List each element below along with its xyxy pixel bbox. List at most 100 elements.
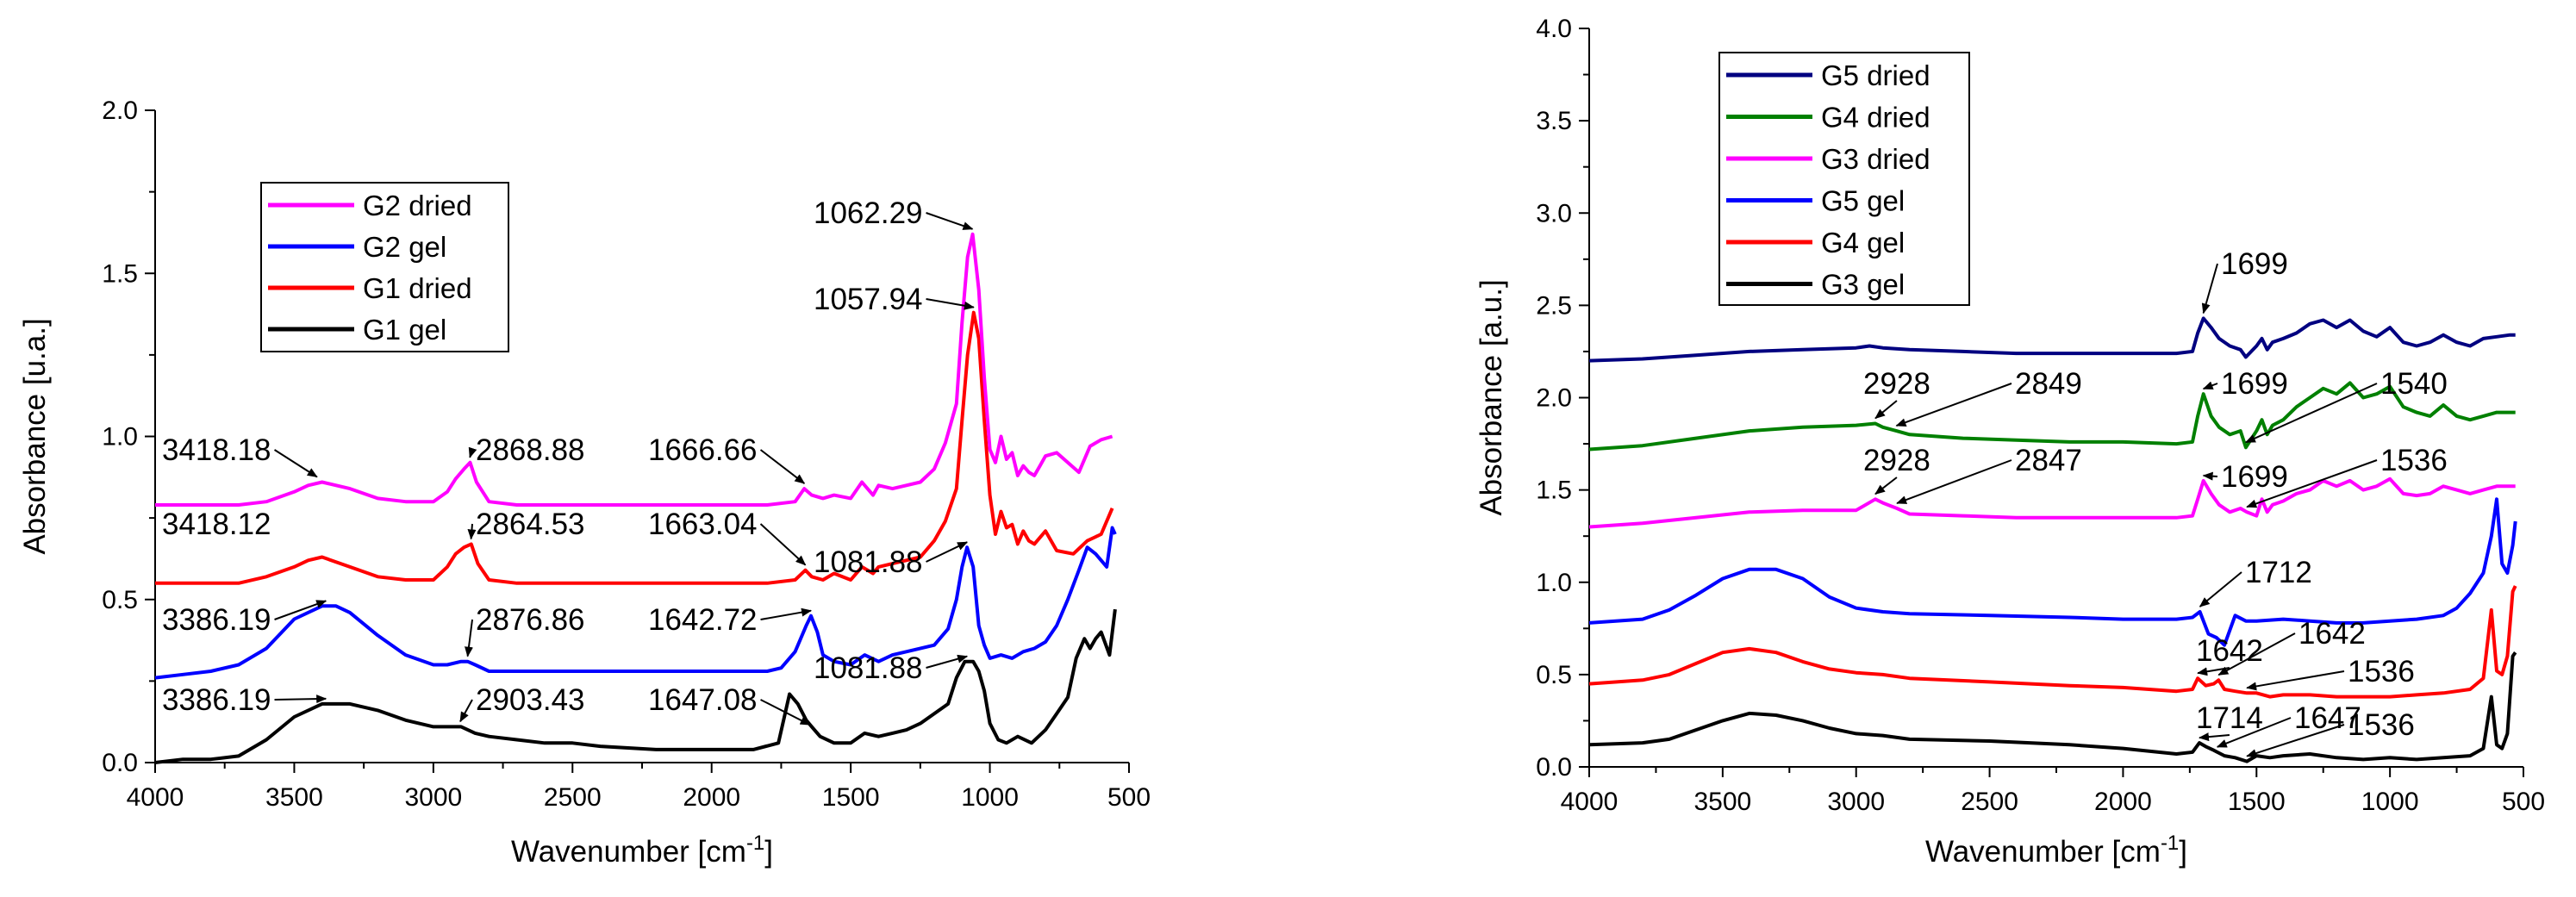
peak-label: 1699	[2221, 460, 2288, 494]
y-tick-label: 2.0	[1536, 384, 1572, 413]
peak-label: 1699	[2221, 247, 2288, 281]
series-line-g5-gel	[1588, 497, 2517, 647]
x-tick-label: 3500	[265, 783, 323, 812]
peak-label: 1536	[2348, 708, 2415, 742]
legend-label: G5 gel	[1821, 185, 1905, 217]
y-axis-title: Absorbance [a.u.]	[1475, 279, 1508, 515]
peak-label: 3386.19	[162, 603, 271, 637]
peak-label: 3418.12	[162, 508, 271, 541]
peak-label: 1081.88	[814, 545, 923, 579]
peak-label: 2903.43	[476, 683, 585, 717]
series-line-g3-dried	[1588, 477, 2516, 529]
series-line-g4-gel	[1588, 585, 2517, 699]
y-tick-label: 2.5	[1536, 291, 1572, 320]
legend-label: G4 gel	[1821, 227, 1905, 259]
peak-arrow	[759, 523, 807, 566]
peak-arrow	[459, 699, 473, 723]
peak-label: 1642	[2196, 634, 2263, 668]
x-tick-label: 3000	[1827, 788, 1885, 816]
peak-label: 2876.86	[476, 603, 585, 637]
peak-label: 1712	[2245, 556, 2312, 589]
x-tick-label: 500	[1107, 783, 1151, 812]
y-axis-title: Absorbance [u.a.]	[18, 318, 52, 554]
x-tick-label: 1500	[822, 783, 880, 812]
y-tick-label: 0.5	[1536, 661, 1572, 689]
peak-label: 1062.29	[814, 196, 923, 230]
peak-arrow	[2217, 632, 2296, 676]
peak-arrow	[926, 298, 975, 310]
peak-label: 2868.88	[476, 433, 585, 467]
series-line-g5-dried	[1588, 316, 2516, 363]
legend-box	[260, 182, 509, 352]
peak-arrow	[1895, 383, 2012, 427]
peak-arrow	[1874, 400, 1898, 420]
y-tick-label: 2.0	[102, 97, 138, 125]
peak-label: 2928	[1863, 367, 1930, 401]
legend-label: G2 dried	[363, 190, 472, 221]
y-tick-label: 3.5	[1536, 107, 1572, 135]
peak-arrow	[2202, 471, 2218, 481]
peak-arrow	[274, 600, 327, 620]
peak-label: 2864.53	[476, 508, 585, 541]
peak-arrow	[926, 654, 969, 669]
y-tick-label: 1.5	[102, 259, 138, 288]
peak-arrow	[1874, 477, 1898, 495]
x-tick-label: 3000	[404, 783, 462, 812]
series-line-g2-gel	[154, 526, 1117, 680]
peak-label: 1057.94	[814, 283, 923, 316]
peak-label: 3418.18	[162, 433, 271, 467]
peak-arrow	[273, 449, 318, 478]
peak-arrow	[468, 446, 477, 458]
peak-arrow	[1896, 459, 2012, 504]
series-line-g1-dried	[155, 310, 1114, 585]
peak-label: 1647.08	[648, 683, 758, 717]
peak-arrow	[2244, 383, 2378, 444]
x-tick-label: 1500	[2228, 788, 2286, 816]
legend-label: G3 gel	[1821, 269, 1905, 301]
x-tick-label: 3500	[1693, 788, 1751, 816]
y-tick-label: 3.0	[1536, 199, 1572, 227]
peak-arrow	[926, 541, 969, 563]
x-tick-label: 1000	[2361, 788, 2419, 816]
x-tick-label: 500	[2502, 788, 2545, 816]
peak-arrow	[2246, 459, 2378, 508]
peak-arrow	[467, 523, 477, 540]
peak-arrow	[2199, 571, 2242, 607]
legend-label: G4 dried	[1821, 102, 1930, 134]
peak-arrow	[2246, 724, 2345, 757]
peak-label: 1642	[2298, 617, 2366, 651]
legend-label: G3 dried	[1821, 143, 1930, 175]
peak-label: 1642.72	[648, 603, 758, 637]
peak-label: 1536	[2380, 444, 2448, 477]
peak-label: 1081.88	[814, 651, 923, 685]
peak-arrow	[760, 699, 811, 726]
series-line-g1-gel	[154, 608, 1117, 764]
peak-arrow	[274, 695, 327, 704]
series-line-g2-dried	[155, 232, 1113, 507]
peak-label: 1714	[2196, 701, 2263, 735]
x-tick-label: 2000	[683, 783, 740, 812]
peak-label: 2847	[2015, 444, 2082, 477]
series-line-g3-gel	[1588, 651, 2517, 763]
peak-arrow	[759, 449, 806, 484]
right-chart-panel: 4000 3500 3000 2500 2000 1500 1000 500 0.0 0.5 1.0…	[1475, 15, 2545, 869]
x-tick-label: 2500	[544, 783, 602, 812]
peak-arrow	[2216, 717, 2292, 748]
x-tick-label: 1000	[961, 783, 1019, 812]
y-tick-label: 1.5	[1536, 477, 1572, 505]
x-axis-title: Wavenumber [cm-1]	[511, 832, 773, 869]
peak-label: 1663.04	[648, 508, 758, 541]
left-chart-panel: 4000 3500 3000 2500 2000 1500 1000 500 0.0 0.5 1.0…	[18, 97, 1151, 869]
peak-label: 1699	[2221, 367, 2288, 401]
legend-label: G1 gel	[363, 314, 446, 346]
y-tick-label: 1.0	[102, 423, 138, 452]
peak-arrow	[926, 212, 974, 230]
peak-arrow	[465, 619, 473, 657]
peak-label: 1536	[2348, 655, 2415, 688]
peak-arrow	[2201, 263, 2218, 315]
peak-label: 3386.19	[162, 683, 271, 717]
peak-label: 1540	[2380, 367, 2448, 401]
y-tick-label: 0.5	[102, 586, 138, 614]
x-tick-label: 2500	[1961, 788, 2018, 816]
